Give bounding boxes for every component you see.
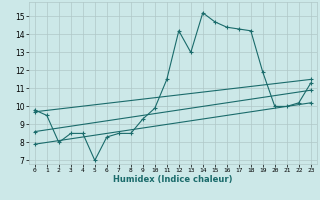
X-axis label: Humidex (Indice chaleur): Humidex (Indice chaleur) — [113, 175, 233, 184]
